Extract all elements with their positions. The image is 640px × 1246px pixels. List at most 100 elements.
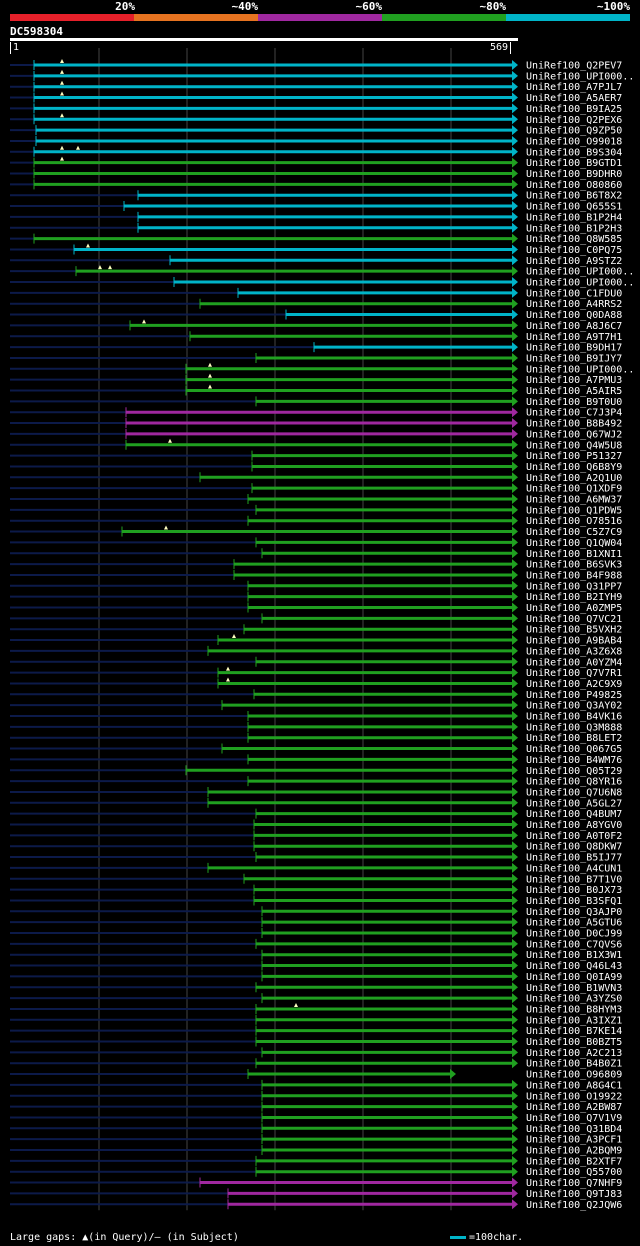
hit-label[interactable]: UniRef100_Q4BUM7	[526, 809, 622, 820]
hit-row[interactable]: UniRef100_A8G4C1	[10, 1079, 622, 1092]
hit-label[interactable]: UniRef100_O99018	[526, 136, 622, 147]
hit-row[interactable]: UniRef100_B2XTF7	[10, 1155, 622, 1168]
hit-label[interactable]: UniRef100_B4B0Z1	[526, 1059, 622, 1070]
hit-row[interactable]: UniRef100_Q8DKW7	[10, 841, 622, 853]
hit-label[interactable]: UniRef100_B1X3W1	[526, 950, 622, 961]
hit-label[interactable]: UniRef100_A9STZ2	[526, 256, 622, 267]
hit-label[interactable]: UniRef100_B6T8X2	[526, 191, 622, 202]
hit-label[interactable]: UniRef100_C7QVS6	[526, 939, 622, 950]
hit-row[interactable]: UniRef100_Q9ZP50	[10, 125, 622, 137]
hit-row[interactable]: UniRef100_Q6B8Y9	[10, 461, 622, 473]
hit-row[interactable]: UniRef100_B5IJ77	[10, 852, 622, 864]
hit-label[interactable]: UniRef100_A0YZM4	[526, 657, 622, 668]
hit-row[interactable]: UniRef100_P49825	[10, 689, 622, 701]
hit-label[interactable]: UniRef100_B7KE14	[526, 1026, 622, 1037]
hit-label[interactable]: UniRef100_Q8YR16	[526, 777, 622, 788]
hit-label[interactable]: UniRef100_A9BAB4	[526, 636, 622, 647]
hit-row[interactable]: UniRef100_B6SVK3	[10, 559, 622, 571]
hit-row[interactable]: UniRef100_Q7NHF9	[10, 1177, 622, 1190]
hit-label[interactable]: UniRef100_B9GTD1	[526, 158, 622, 169]
hit-row[interactable]: UniRef100_Q9TJ83	[10, 1188, 622, 1200]
hit-label[interactable]: UniRef100_A5AER7	[526, 93, 622, 104]
hit-label[interactable]: UniRef100_A2BQM9	[526, 1146, 622, 1157]
hit-label[interactable]: UniRef100_B7T1V0	[526, 874, 622, 885]
hit-row[interactable]: UniRef100_A3Z6X8	[10, 645, 622, 658]
hit-label[interactable]: UniRef100_B9T0U0	[526, 397, 622, 408]
hit-label[interactable]: UniRef100_Q3AJP0	[526, 907, 622, 918]
hit-label[interactable]: UniRef100_B1P2H3	[526, 223, 622, 234]
hit-label[interactable]: UniRef100_Q1PDW5	[526, 505, 622, 516]
hit-label[interactable]: UniRef100_B8HYM3	[526, 1004, 622, 1015]
hit-label[interactable]: UniRef100_A7PMU3	[526, 375, 622, 386]
hit-row[interactable]: UniRef100_A9STZ2	[10, 255, 622, 267]
hit-row[interactable]: UniRef100_B1P2H4	[10, 211, 622, 224]
hit-label[interactable]: UniRef100_Q3AY02	[526, 701, 622, 712]
hit-label[interactable]: UniRef100_A3PCF1	[526, 1135, 622, 1146]
hit-label[interactable]: UniRef100_A6MW37	[526, 495, 622, 506]
hit-label[interactable]: UniRef100_Q1XDF9	[526, 484, 622, 495]
hit-row[interactable]: UniRef100_B9DH17	[10, 342, 622, 354]
hit-label[interactable]: UniRef100_B0BZT5	[526, 1037, 622, 1048]
hit-label[interactable]: UniRef100_A3Z6X8	[526, 646, 622, 657]
hit-label[interactable]: UniRef100_C7J3P4	[526, 408, 622, 419]
hit-row[interactable]: UniRef100_Q67WJ2	[10, 428, 622, 441]
hit-row[interactable]: UniRef100_Q0DA88	[10, 309, 622, 322]
hit-row[interactable]: UniRef100_B9S304	[10, 145, 622, 159]
hit-row[interactable]: UniRef100_A9T7H1	[10, 331, 622, 343]
hit-row[interactable]: UniRef100_B7T1V0	[10, 873, 622, 886]
hit-row[interactable]: UniRef100_B3SFQ1	[10, 895, 622, 907]
hit-row[interactable]: UniRef100_Q1QW04	[10, 537, 622, 549]
hit-label[interactable]: UniRef100_B1WVN3	[526, 983, 622, 994]
hit-row[interactable]: UniRef100_A0ZMP5	[10, 602, 622, 615]
hit-row[interactable]: UniRef100_B0BZT5	[10, 1036, 622, 1049]
hit-label[interactable]: UniRef100_A8J6C7	[526, 321, 622, 332]
hit-label[interactable]: UniRef100_D0CJ99	[526, 929, 622, 940]
hit-row[interactable]: UniRef100_A5GTU6	[10, 917, 622, 929]
hit-row[interactable]: UniRef100_A3YZS0	[10, 993, 622, 1005]
hit-label[interactable]: UniRef100_Q6B8Y9	[526, 462, 622, 473]
hit-row[interactable]: UniRef100_C7QVS6	[10, 938, 622, 951]
hit-label[interactable]: UniRef100_C0PQ75	[526, 245, 622, 256]
hit-row[interactable]: UniRef100_Q1XDF9	[10, 483, 622, 495]
hit-label[interactable]: UniRef100_A4RRS2	[526, 299, 622, 310]
hit-row[interactable]: UniRef100_B9DHR0	[10, 168, 622, 181]
hit-label[interactable]: UniRef100_C5Z7C9	[526, 527, 622, 538]
hit-label[interactable]: UniRef100_Q7U6N8	[526, 787, 622, 798]
hit-label[interactable]: UniRef100_B2XTF7	[526, 1156, 622, 1167]
hit-row[interactable]: UniRef100_A9BAB4	[10, 634, 622, 647]
hit-row[interactable]: UniRef100_A5AIR5	[10, 384, 622, 398]
hit-row[interactable]: UniRef100_A2C9X9	[10, 677, 622, 690]
hit-label[interactable]: UniRef100_B1XNI1	[526, 549, 622, 560]
hit-row[interactable]: UniRef100_O99018	[10, 135, 622, 148]
hit-row[interactable]: UniRef100_D0CJ99	[10, 928, 622, 940]
hit-label[interactable]: UniRef100_Q3M888	[526, 722, 622, 733]
hit-row[interactable]: UniRef100_A2BW87	[10, 1101, 622, 1114]
hit-label[interactable]: UniRef100_A5GTU6	[526, 918, 622, 929]
hit-label[interactable]: UniRef100_C1FDU0	[526, 288, 622, 299]
hit-row[interactable]: UniRef100_Q2JQW6	[10, 1199, 622, 1211]
hit-row[interactable]: UniRef100_Q2PEX6	[10, 113, 622, 126]
hit-row[interactable]: UniRef100_O80860	[10, 179, 622, 191]
hit-row[interactable]: UniRef100_B1XNI1	[10, 548, 622, 560]
hit-label[interactable]: UniRef100_UPI000..	[526, 267, 634, 278]
hit-label[interactable]: UniRef100_B9S304	[526, 147, 622, 158]
hit-row[interactable]: UniRef100_B9IA25	[10, 103, 622, 115]
hit-label[interactable]: UniRef100_Q46L43	[526, 961, 622, 972]
hit-row[interactable]: UniRef100_B2IYH9	[10, 591, 622, 604]
hit-row[interactable]: UniRef100_Q7U6N8	[10, 786, 622, 799]
hit-label[interactable]: UniRef100_A4CUN1	[526, 863, 622, 874]
hit-row[interactable]: UniRef100_A7PJL7	[10, 80, 622, 94]
hit-row[interactable]: UniRef100_A6MW37	[10, 494, 622, 506]
hit-row[interactable]: UniRef100_A0T0F2	[10, 830, 622, 842]
hit-row[interactable]: UniRef100_Q31BD4	[10, 1123, 622, 1135]
hit-row[interactable]: UniRef100_Q4BUM7	[10, 808, 622, 821]
hit-label[interactable]: UniRef100_Q2PEV7	[526, 61, 622, 72]
hit-row[interactable]: UniRef100_B9IJY7	[10, 352, 622, 365]
hit-label[interactable]: UniRef100_B0JX73	[526, 885, 622, 896]
hit-row[interactable]: UniRef100_Q31PP7	[10, 580, 622, 593]
hit-row[interactable]: UniRef100_Q05T29	[10, 765, 622, 777]
hit-row[interactable]: UniRef100_A5AER7	[10, 91, 622, 105]
hit-label[interactable]: UniRef100_O19922	[526, 1091, 622, 1102]
hit-label[interactable]: UniRef100_B4F988	[526, 570, 622, 581]
hit-row[interactable]: UniRef100_UPI000..	[10, 265, 634, 278]
